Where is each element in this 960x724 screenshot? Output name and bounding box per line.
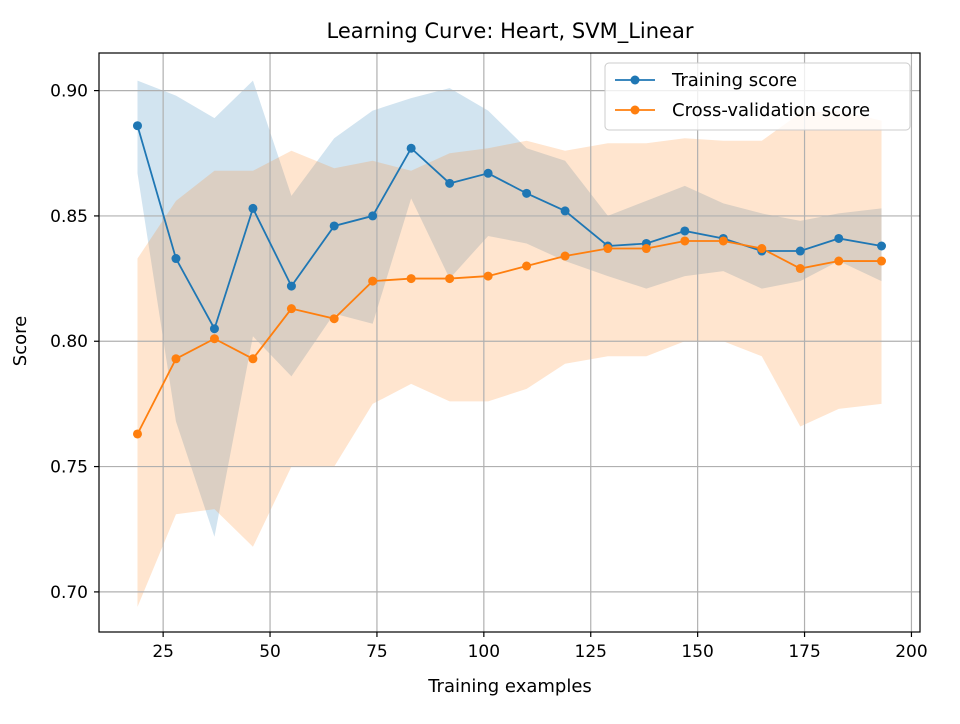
legend-marker-1 [630,105,640,115]
legend-label-0: Training score [671,70,797,91]
x-tick-label: 175 [788,642,820,662]
x-tick-label: 50 [259,642,281,662]
series-0-point [132,121,142,131]
series-points [132,121,887,439]
series-1-point [522,261,532,271]
series-0-point [445,178,455,188]
y-tick-label: 0.70 [50,583,88,603]
series-0-point [171,254,181,264]
y-tick-label: 0.90 [50,82,88,102]
x-tick-label: 125 [575,642,607,662]
series-1-point [483,271,493,281]
series-1-point [445,274,455,284]
series-1-point [834,256,844,266]
series-1-point [718,236,728,246]
legend-box [604,62,911,131]
series-1-point [877,256,887,266]
y-tick-label: 0.80 [50,332,88,352]
series-0-point [834,233,844,243]
series-0-line [136,125,882,331]
x-tick-label: 75 [366,642,388,662]
chart-title: Learning Curve: Heart, SVM_Linear [327,19,694,44]
y-tick-label: 0.85 [50,207,88,227]
series-0-point [406,143,416,153]
series-1-point [641,244,651,254]
series-0-point [877,241,887,251]
series-1-point [286,304,296,314]
series-1-point [171,354,181,364]
x-tick-label: 100 [468,642,500,662]
series-0-point [368,211,378,221]
x-tick-label: 25 [152,642,174,662]
series-0-point [483,168,493,178]
confidence-bands [137,80,882,607]
series-0-point [560,206,570,216]
series-0-point [286,281,296,291]
series-1-point [248,354,258,364]
series-0-point [329,221,339,231]
legend-marker-0 [630,75,640,85]
y-tick-label: 0.75 [50,458,88,478]
series-1-point [795,264,805,274]
series-1-line [136,240,882,435]
plot-frame [98,52,921,633]
y-axis-label: Score [10,316,31,366]
series-0-point [680,226,690,236]
axis-ticks: 25 50 75 100 125 150 175 200 0.70 0.75 0.80 0.85 0.9… [50,82,928,662]
series-0-point [248,203,258,213]
series-1-point [329,314,339,324]
x-tick-label: 200 [895,642,927,662]
series-0-point [795,246,805,256]
series-1-point [132,429,142,439]
x-axis-label: Training examples [427,676,592,697]
series-1-point [603,244,613,254]
series-1-point [406,274,416,284]
series-lines [136,125,882,435]
series-1-point [757,244,767,254]
series-1-point [368,276,378,286]
series-1-band [137,110,882,607]
series-1-point [680,236,690,246]
series-0-band [137,80,882,537]
legend: Training score Cross-validation score [604,62,911,131]
series-0-point [209,324,219,334]
series-0-point [522,188,532,198]
x-tick-label: 150 [681,642,713,662]
series-1-point [209,334,219,344]
series-1-point [560,251,570,261]
legend-label-1: Cross-validation score [672,100,870,121]
